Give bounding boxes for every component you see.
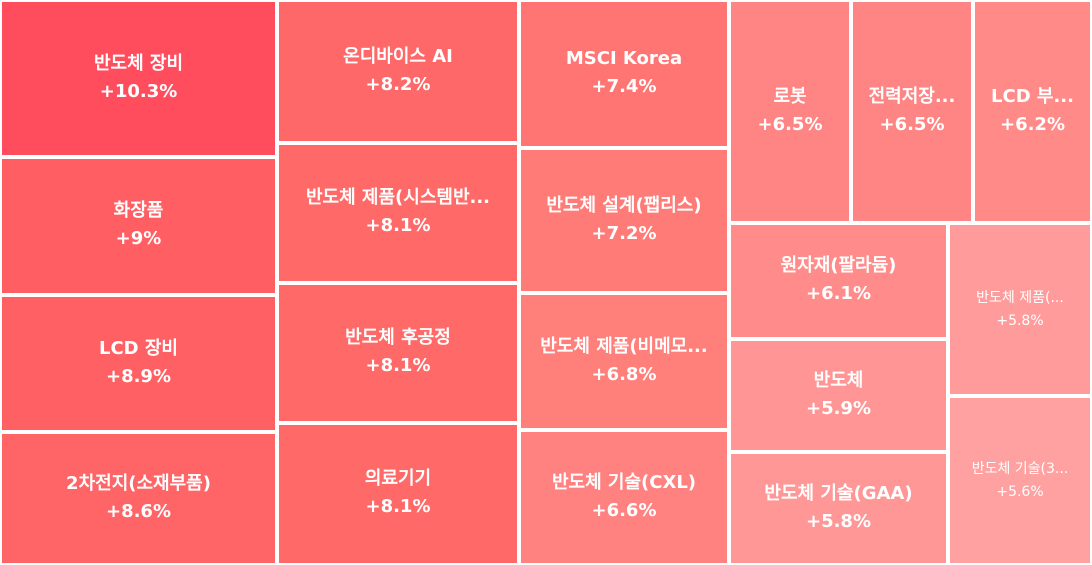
tile-label: 온디바이스 AI xyxy=(343,45,453,67)
tile-label: 반도체 기술(GAA) xyxy=(764,482,913,504)
treemap-tile[interactable]: 로봇 +6.5% xyxy=(729,0,851,223)
tile-label: 반도체 제품(... xyxy=(976,289,1064,306)
treemap-tile[interactable]: 화장품 +9% xyxy=(0,157,277,295)
tile-value: +5.8% xyxy=(996,312,1044,329)
tile-value: +9% xyxy=(115,228,162,249)
tile-value: +5.9% xyxy=(805,397,871,419)
treemap-tile[interactable]: 반도체 장비 +10.3% xyxy=(0,0,277,157)
tile-label: LCD 부... xyxy=(991,85,1074,107)
tile-label: 원자재(팔라듐) xyxy=(780,255,897,276)
tile-label: 반도체 제품(비메모... xyxy=(540,335,708,357)
treemap-tile[interactable]: LCD 장비 +8.9% xyxy=(0,295,277,432)
tile-value: +10.3% xyxy=(99,80,178,102)
treemap-tile[interactable]: 의료기기 +8.1% xyxy=(277,423,519,565)
treemap-tile[interactable]: 2차전지(소재부품) +8.6% xyxy=(0,432,277,565)
tile-value: +6.2% xyxy=(999,113,1065,135)
tile-label: 전력저장... xyxy=(868,85,956,107)
tile-value: +6.5% xyxy=(757,113,823,135)
tile-label: 2차전지(소재부품) xyxy=(66,472,211,494)
treemap-tile[interactable]: 반도체 제품(... +5.8% xyxy=(948,223,1092,396)
treemap-tile[interactable]: 반도체 제품(시스템반... +8.1% xyxy=(277,143,519,283)
treemap-tile[interactable]: 전력저장... +6.5% xyxy=(851,0,973,223)
tile-label: 반도체 xyxy=(813,369,864,391)
tile-value: +8.9% xyxy=(105,365,171,387)
treemap-tile[interactable]: 반도체 기술(GAA) +5.8% xyxy=(729,452,948,565)
tile-label: 반도체 기술(3... xyxy=(971,460,1069,477)
treemap-tile[interactable]: LCD 부... +6.2% xyxy=(973,0,1092,223)
tile-value: +8.6% xyxy=(105,500,171,522)
treemap-tile[interactable]: MSCI Korea +7.4% xyxy=(519,0,729,148)
tile-value: +7.2% xyxy=(591,222,657,244)
tile-label: 반도체 기술(CXL) xyxy=(551,471,697,493)
tile-label: MSCI Korea xyxy=(565,48,683,69)
tile-value: +6.6% xyxy=(591,499,657,521)
treemap-tile[interactable]: 온디바이스 AI +8.2% xyxy=(277,0,519,143)
tile-value: +6.1% xyxy=(805,283,871,304)
tile-value: +8.1% xyxy=(365,215,431,236)
treemap-tile[interactable]: 반도체 제품(비메모... +6.8% xyxy=(519,293,729,430)
tile-label: 반도체 제품(시스템반... xyxy=(305,187,491,208)
tile-label: 반도체 설계(팹리스) xyxy=(546,194,702,216)
tile-value: +7.4% xyxy=(591,76,657,97)
tile-label: LCD 장비 xyxy=(98,337,178,359)
tile-value: +5.6% xyxy=(996,483,1044,500)
treemap-tile[interactable]: 반도체 기술(CXL) +6.6% xyxy=(519,430,729,565)
tile-label: 반도체 장비 xyxy=(93,52,184,74)
treemap-tile[interactable]: 반도체 기술(3... +5.6% xyxy=(948,396,1092,565)
tile-value: +8.1% xyxy=(365,496,431,517)
tile-value: +6.8% xyxy=(591,363,657,385)
treemap-tile[interactable]: 반도체 설계(팹리스) +7.2% xyxy=(519,148,729,293)
tile-value: +5.8% xyxy=(805,510,871,532)
tile-label: 의료기기 xyxy=(364,468,432,489)
treemap-tile[interactable]: 원자재(팔라듐) +6.1% xyxy=(729,223,948,339)
tile-label: 반도체 후공정 xyxy=(345,327,451,348)
tile-value: +8.2% xyxy=(365,73,431,95)
tile-value: +6.5% xyxy=(879,113,945,135)
treemap-tile[interactable]: 반도체 +5.9% xyxy=(729,339,948,452)
treemap-tile[interactable]: 반도체 후공정 +8.1% xyxy=(277,283,519,423)
tile-label: 로봇 xyxy=(773,85,807,107)
tile-value: +8.1% xyxy=(365,355,431,376)
tile-label: 화장품 xyxy=(113,200,164,221)
